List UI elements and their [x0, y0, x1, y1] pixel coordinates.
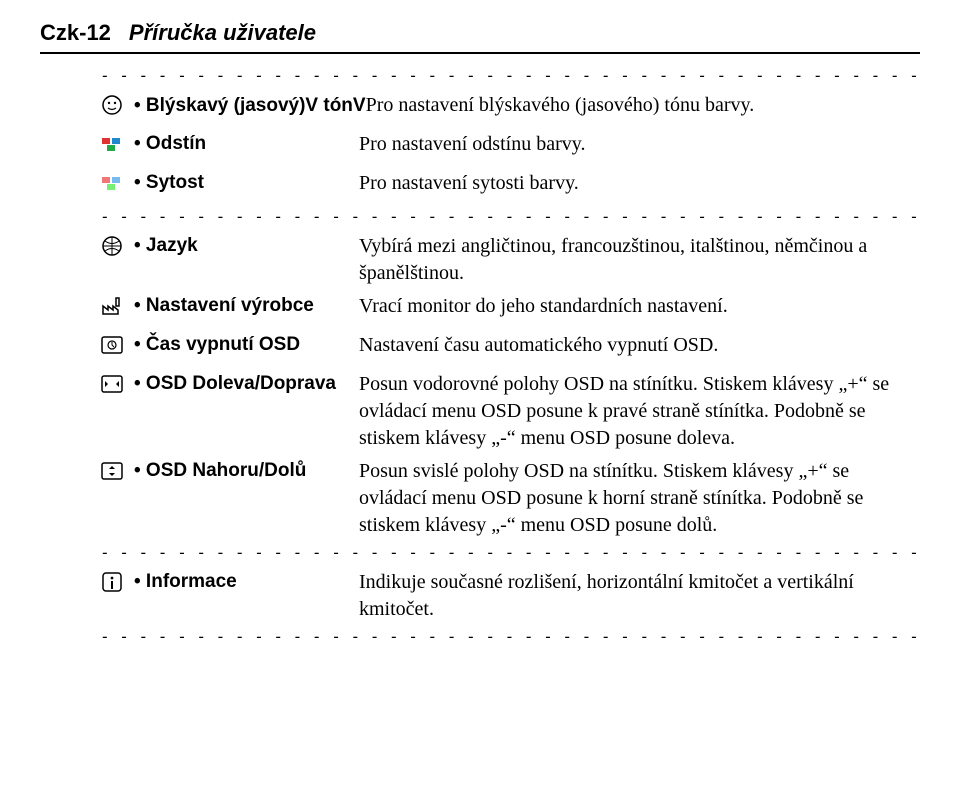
- osd-ud-icon: [100, 458, 134, 491]
- setting-row: • Blýskavý (jasový)V tónVPro nastavení b…: [100, 92, 920, 125]
- setting-row: • Nastavení výrobceVrací monitor do jeho…: [100, 293, 920, 326]
- osd-timer-icon: [100, 332, 134, 365]
- setting-row: • InformaceIndikuje současné rozlišení, …: [100, 569, 920, 623]
- setting-desc: Indikuje současné rozlišení, horizontáln…: [359, 569, 920, 623]
- settings-group-1: • Blýskavý (jasový)V tónVPro nastavení b…: [100, 92, 920, 203]
- setting-desc: Posun vodorovné polohy OSD na stínítku. …: [359, 371, 920, 452]
- dash-separator-4: - - - - - - - - - - - - - - - - - - - - …: [100, 629, 920, 645]
- dash-separator-3: - - - - - - - - - - - - - - - - - - - - …: [100, 545, 920, 561]
- setting-label: • Informace: [134, 569, 359, 595]
- palette1-icon: [100, 131, 134, 164]
- setting-desc: Posun svislé polohy OSD na stínítku. Sti…: [359, 458, 920, 539]
- globe-icon: [100, 233, 134, 266]
- setting-row: • Čas vypnutí OSDNastavení času automati…: [100, 332, 920, 365]
- setting-desc: Pro nastavení odstínu barvy.: [359, 131, 920, 158]
- dash-separator-1: - - - - - - - - - - - - - - - - - - - - …: [100, 68, 920, 84]
- setting-desc: Pro nastavení blýskavého (jasového) tónu…: [366, 94, 755, 116]
- setting-row: • JazykVybírá mezi angličtinou, francouz…: [100, 233, 920, 287]
- factory-icon: [100, 293, 134, 326]
- page-title: Příručka uživatele: [129, 20, 316, 46]
- setting-row: • SytostPro nastavení sytosti barvy.: [100, 170, 920, 203]
- setting-label: • Sytost: [134, 170, 359, 196]
- osd-lr-icon: [100, 371, 134, 404]
- setting-label: • Odstín: [134, 131, 359, 157]
- setting-row: • OSD Nahoru/DolůPosun svislé polohy OSD…: [100, 458, 920, 539]
- setting-row: • OSD Doleva/DopravaPosun vodorovné polo…: [100, 371, 920, 452]
- setting-label: • Čas vypnutí OSD: [134, 332, 359, 358]
- page-header: Czk-12 Příručka uživatele: [40, 20, 920, 46]
- settings-group-2: • JazykVybírá mezi angličtinou, francouz…: [100, 233, 920, 539]
- setting-desc: Pro nastavení sytosti barvy.: [359, 170, 920, 197]
- setting-row: • OdstínPro nastavení odstínu barvy.: [100, 131, 920, 164]
- setting-label: • Nastavení výrobce: [134, 293, 359, 319]
- header-rule: [40, 52, 920, 54]
- setting-label: • Blýskavý (jasový)V tónV: [134, 95, 366, 116]
- page-code: Czk-12: [40, 20, 111, 46]
- setting-desc: Nastavení času automatického vypnutí OSD…: [359, 332, 920, 359]
- setting-desc: Vrací monitor do jeho standardních nasta…: [359, 293, 920, 320]
- setting-label: • OSD Doleva/Doprava: [134, 371, 359, 397]
- face-icon: [100, 92, 134, 125]
- info-icon: [100, 569, 134, 602]
- palette2-icon: [100, 170, 134, 203]
- setting-label: • Jazyk: [134, 233, 359, 259]
- setting-label: • OSD Nahoru/Dolů: [134, 458, 359, 484]
- dash-separator-2: - - - - - - - - - - - - - - - - - - - - …: [100, 209, 920, 225]
- settings-group-3: • InformaceIndikuje současné rozlišení, …: [100, 569, 920, 623]
- setting-desc: Vybírá mezi angličtinou, francouzštinou,…: [359, 233, 920, 287]
